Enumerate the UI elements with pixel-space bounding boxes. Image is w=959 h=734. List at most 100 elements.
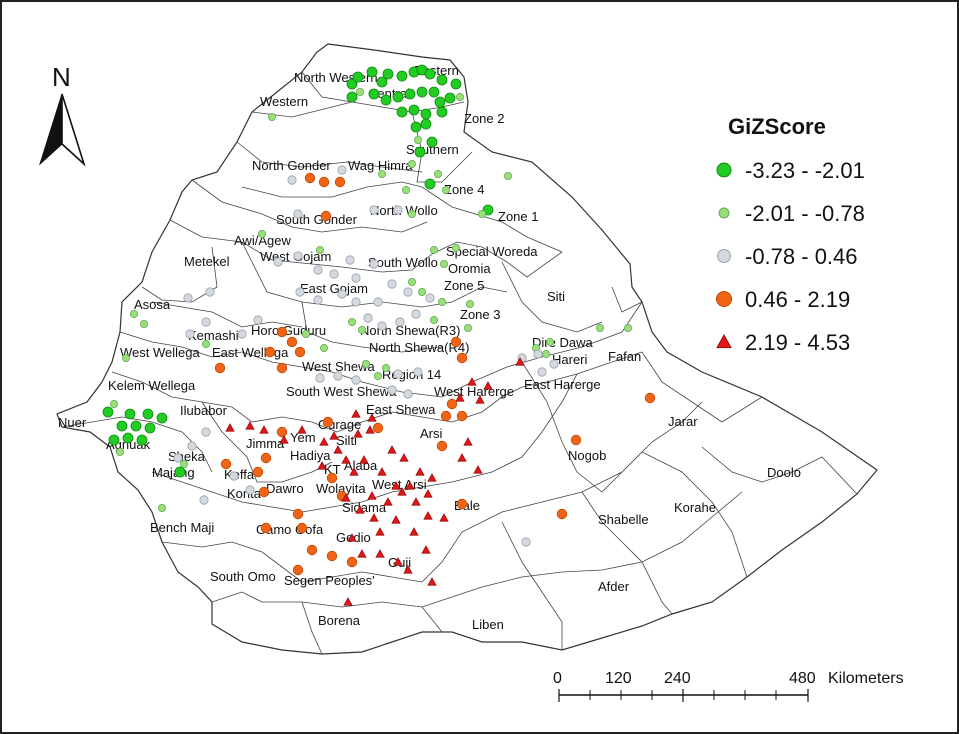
hotspot-point-class5 (357, 549, 367, 558)
hotspot-point-class5 (329, 431, 339, 440)
hotspot-point-class2 (357, 325, 366, 334)
hotspot-point-class5 (341, 455, 351, 464)
hotspot-point-class3 (315, 373, 325, 383)
hotspot-point-class4 (276, 362, 288, 374)
hotspot-point-class2 (110, 399, 119, 408)
hotspot-point-class5 (421, 545, 431, 554)
hotspot-point-class2 (407, 209, 416, 218)
hotspot-point-class4 (306, 544, 318, 556)
hotspot-point-class5 (397, 487, 407, 496)
legend-title: GiZScore (728, 114, 826, 139)
hotspot-point-class1 (124, 408, 136, 420)
hotspot-point-class1 (414, 146, 426, 158)
hotspot-point-class1 (408, 104, 420, 116)
region-label: Dire Dawa (532, 335, 593, 350)
hotspot-point-class3 (351, 375, 361, 385)
region-label: Keffa (224, 467, 255, 482)
scale-tick-label: 120 (605, 670, 632, 687)
region-label: Borena (318, 613, 361, 628)
hotspot-point-class1 (380, 94, 392, 106)
legend-symbol (716, 291, 732, 307)
hotspot-point-class2 (381, 363, 390, 372)
hotspot-point-class3 (393, 205, 403, 215)
scale-tick-label: 480 (789, 670, 816, 687)
hotspot-point-class4 (326, 550, 338, 562)
region-label: West Wellega (120, 345, 200, 360)
hotspot-point-class5 (319, 437, 329, 446)
hotspot-point-class4 (252, 466, 264, 478)
hotspot-point-class4 (260, 522, 272, 534)
region-label: Oromia (448, 261, 491, 276)
hotspot-point-class1 (122, 432, 134, 444)
region-label: Nogob (568, 448, 606, 463)
legend-symbol (717, 249, 731, 263)
hotspot-point-class3 (253, 315, 263, 325)
region-label: Nuer (58, 415, 87, 430)
hotspot-point-class5 (483, 381, 493, 390)
hotspot-point-class3 (351, 273, 361, 283)
hotspot-point-class3 (369, 205, 379, 215)
region-label: Western (260, 94, 308, 109)
hotspot-point-class4 (570, 434, 582, 446)
hotspot-point-class1 (130, 420, 142, 432)
region-label: East Wellega (212, 345, 289, 360)
hotspot-point-class1 (382, 68, 394, 80)
hotspot-point-class5 (457, 453, 467, 462)
hotspot-point-class5 (403, 565, 413, 574)
hotspot-point-class3 (337, 165, 347, 175)
hotspot-point-class1 (424, 68, 436, 80)
region-label: Majang (152, 465, 195, 480)
hotspot-point-class1 (426, 136, 438, 148)
legend-symbol (716, 162, 732, 178)
region-label: Kelem Wellega (108, 378, 196, 393)
hotspot-point-class3 (425, 293, 435, 303)
region-label: Zone 4 (444, 182, 484, 197)
hotspot-point-class5 (225, 423, 235, 432)
hotspot-point-class4 (334, 176, 346, 188)
hotspot-point-class2 (201, 339, 210, 348)
hotspot-point-class4 (296, 522, 308, 534)
hotspot-point-class2 (463, 323, 472, 332)
region-label: Fafan (608, 349, 641, 364)
hotspot-point-class3 (293, 251, 303, 261)
hotspot-point-class5 (405, 481, 415, 490)
hotspot-point-class5 (391, 515, 401, 524)
hotspot-point-class4 (450, 336, 462, 348)
legend-symbol (716, 333, 732, 349)
hotspot-point-class5 (245, 421, 255, 430)
hotspot-point-class3 (533, 349, 543, 359)
hotspot-point-class2 (319, 343, 328, 352)
region-label: East Shewa (366, 402, 436, 417)
hotspot-point-class2 (429, 315, 438, 324)
hotspot-point-class1 (450, 78, 462, 90)
hotspot-point-class2 (546, 337, 555, 346)
hotspot-point-class4 (292, 508, 304, 520)
legend-symbol (718, 207, 730, 219)
hotspot-point-class3 (201, 317, 211, 327)
region-label: Zone 5 (444, 278, 484, 293)
hotspot-point-class3 (351, 297, 361, 307)
legend-label: -2.01 - -0.78 (745, 201, 865, 226)
hotspot-point-class1 (142, 408, 154, 420)
region-label: East Harerge (524, 377, 601, 392)
hotspot-point-class4 (456, 410, 468, 422)
region-label: Zone 2 (464, 111, 504, 126)
hotspot-point-class2 (429, 245, 438, 254)
hotspot-point-class3 (185, 329, 195, 339)
hotspot-point-class2 (129, 309, 138, 318)
hotspot-point-class5 (297, 425, 307, 434)
hotspot-point-class4 (322, 416, 334, 428)
hotspot-point-class3 (187, 441, 197, 451)
hotspot-point-class5 (369, 513, 379, 522)
region-label: Wag Himra (348, 158, 413, 173)
hotspot-point-class4 (292, 564, 304, 576)
legend-label: 0.46 - 2.19 (745, 287, 850, 312)
hotspot-point-class5 (343, 597, 353, 606)
hotspot-point-class4 (440, 410, 452, 422)
hotspot-point-class1 (424, 178, 436, 190)
hotspot-point-class3 (205, 287, 215, 297)
hotspot-point-class1 (346, 91, 358, 103)
hotspot-point-class3 (387, 279, 397, 289)
hotspot-point-class1 (108, 434, 120, 446)
